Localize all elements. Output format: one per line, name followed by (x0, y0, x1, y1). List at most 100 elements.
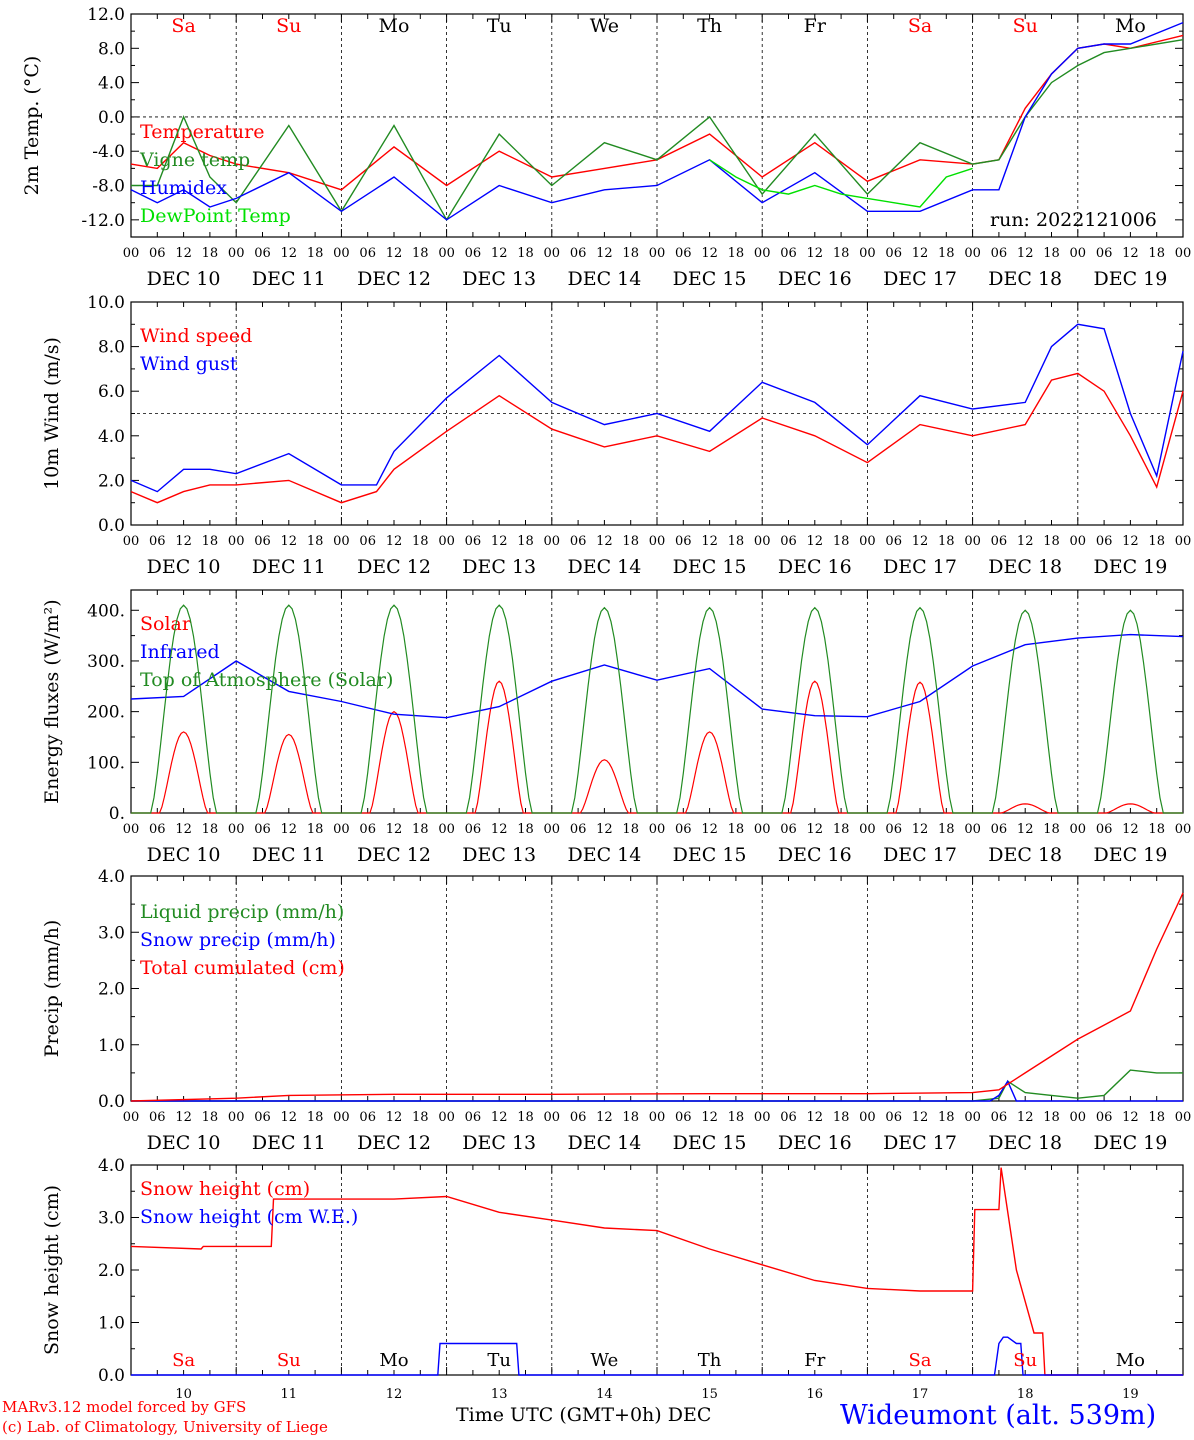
y-tick-label: 3.0 (98, 923, 125, 943)
y-tick-label: 12.0 (87, 5, 125, 25)
y-tick-label: 400. (87, 601, 125, 621)
hour-tick-label: 06 (1096, 246, 1113, 261)
x-axis-title: Time UTC (GMT+0h) DEC (456, 1404, 712, 1426)
y-tick-label: 1.0 (98, 1036, 125, 1056)
weekday-label: Mo (379, 15, 410, 37)
date-label: DEC 19 (1093, 1132, 1167, 1154)
hour-tick-label: 12 (386, 822, 403, 837)
hour-tick-label: 06 (465, 246, 482, 261)
date-label: DEC 18 (988, 1132, 1062, 1154)
date-label: DEC 17 (883, 268, 957, 290)
hour-tick-label: 06 (991, 822, 1008, 837)
series-line-liquid-precip-mm-h (131, 1069, 1183, 1102)
weekday-label: We (590, 15, 619, 37)
legend-entry: Top of Atmosphere (Solar) (140, 669, 393, 691)
y-axis-label: Precip (mm/h) (41, 920, 63, 1058)
hour-tick-label: 06 (149, 246, 166, 261)
y-axis-label: Energy fluxes (W/m²) (41, 599, 63, 803)
date-label: DEC 12 (357, 268, 431, 290)
hour-tick-label: 00 (859, 246, 876, 261)
y-tick-label: 6.0 (98, 382, 125, 402)
weekday-label: Fr (804, 15, 827, 37)
hour-tick-label: 12 (1122, 822, 1139, 837)
weekday-label: Sa (908, 1350, 931, 1371)
hour-tick-label: 00 (754, 822, 771, 837)
day-number-label: 19 (1122, 1387, 1139, 1402)
weekday-label: Tu (487, 1350, 511, 1371)
y-tick-label: 0.0 (98, 1092, 125, 1112)
hour-tick-label: 00 (1175, 246, 1192, 261)
hour-tick-label: 06 (780, 534, 797, 549)
date-label: DEC 15 (673, 268, 747, 290)
hour-tick-label: 00 (333, 246, 350, 261)
hour-tick-label: 18 (622, 822, 639, 837)
weekday-label: Su (277, 1350, 301, 1371)
hour-tick-label: 18 (307, 1110, 324, 1125)
date-label: DEC 18 (988, 844, 1062, 866)
hour-tick-label: 18 (622, 1110, 639, 1125)
y-tick-label: 100. (87, 753, 125, 773)
hour-tick-label: 18 (1148, 1110, 1165, 1125)
hour-tick-label: 06 (780, 246, 797, 261)
weekday-label: Th (698, 1350, 722, 1371)
hour-tick-label: 06 (885, 1110, 902, 1125)
date-label: DEC 14 (567, 268, 641, 290)
hour-tick-label: 06 (1096, 822, 1113, 837)
hour-tick-label: 18 (202, 246, 219, 261)
hour-tick-label: 00 (544, 1110, 561, 1125)
hour-tick-label: 18 (412, 246, 429, 261)
y-tick-label: 0.0 (98, 516, 125, 536)
hour-tick-label: 12 (1017, 822, 1034, 837)
hour-tick-label: 00 (228, 246, 245, 261)
date-label: DEC 15 (673, 1132, 747, 1154)
date-label: DEC 12 (357, 556, 431, 578)
hour-tick-label: 00 (438, 822, 455, 837)
hour-tick-label: 06 (359, 534, 376, 549)
hour-tick-label: 18 (517, 246, 534, 261)
y-tick-label: 300. (87, 652, 125, 672)
hour-tick-label: 12 (386, 1110, 403, 1125)
legend-entry: Snow precip (mm/h) (140, 929, 336, 951)
date-label: DEC 14 (567, 556, 641, 578)
hour-tick-label: 18 (1043, 822, 1060, 837)
date-label: DEC 17 (883, 556, 957, 578)
hour-tick-label: 00 (438, 1110, 455, 1125)
hour-tick-label: 12 (175, 246, 192, 261)
hour-tick-label: 12 (281, 246, 298, 261)
hour-tick-label: 18 (202, 822, 219, 837)
series-line-wind-speed (130, 372, 1184, 504)
hour-tick-label: 12 (596, 822, 613, 837)
hour-tick-label: 18 (412, 822, 429, 837)
date-label: DEC 16 (778, 556, 852, 578)
weekday-label: Sa (172, 1350, 195, 1371)
date-label: DEC 19 (1093, 844, 1167, 866)
legend-entry: Snow height (cm) (140, 1178, 310, 1200)
date-label: DEC 16 (778, 268, 852, 290)
hour-tick-label: 00 (754, 534, 771, 549)
series-line-vigne-temp (131, 39, 1184, 222)
date-label: DEC 17 (883, 844, 957, 866)
hour-tick-label: 06 (254, 246, 271, 261)
hour-tick-label: 00 (1175, 822, 1192, 837)
hour-tick-label: 18 (1148, 534, 1165, 549)
hour-tick-label: 12 (281, 534, 298, 549)
y-tick-label: 4.0 (98, 867, 125, 887)
date-label: DEC 17 (883, 1132, 957, 1154)
hour-tick-label: 18 (517, 1110, 534, 1125)
date-label: DEC 18 (988, 268, 1062, 290)
date-label: DEC 13 (462, 844, 536, 866)
hour-tick-label: 06 (780, 1110, 797, 1125)
hour-tick-label: 06 (1096, 534, 1113, 549)
hour-tick-label: 06 (991, 1110, 1008, 1125)
hour-tick-label: 06 (149, 534, 166, 549)
hour-tick-label: 18 (412, 1110, 429, 1125)
hour-tick-label: 00 (754, 1110, 771, 1125)
hour-tick-label: 12 (912, 534, 929, 549)
y-tick-label: 8.0 (98, 338, 125, 358)
hour-tick-label: 12 (701, 534, 718, 549)
legend-entry: Wind gust (140, 353, 238, 375)
day-number-label: 12 (386, 1387, 403, 1402)
hour-tick-label: 18 (517, 822, 534, 837)
hour-tick-label: 12 (175, 1110, 192, 1125)
legend-entry: DewPoint Temp (140, 205, 291, 227)
